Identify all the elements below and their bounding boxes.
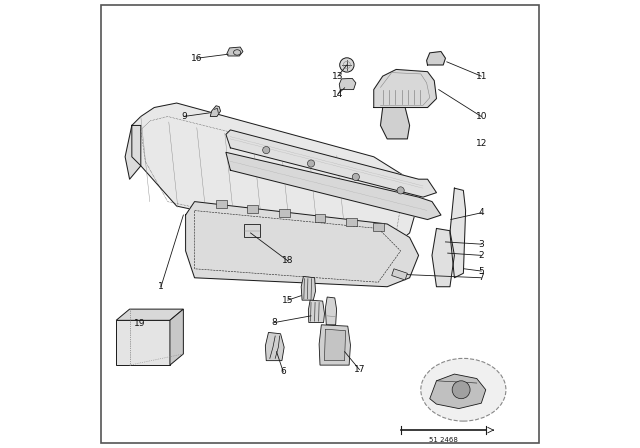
Polygon shape [319, 325, 351, 365]
Text: 10: 10 [476, 112, 487, 121]
Text: 11: 11 [476, 72, 487, 81]
Bar [373, 223, 383, 231]
Polygon shape [170, 309, 184, 365]
Text: 17: 17 [354, 365, 365, 374]
Text: 6: 6 [280, 367, 286, 376]
Ellipse shape [421, 358, 506, 421]
Text: 14: 14 [332, 90, 344, 99]
Bar [216, 200, 227, 208]
Polygon shape [116, 320, 170, 365]
Text: 4: 4 [479, 208, 484, 217]
Polygon shape [325, 297, 337, 325]
Text: 12: 12 [476, 139, 487, 148]
Polygon shape [226, 152, 441, 220]
Polygon shape [244, 224, 260, 237]
Text: 15: 15 [282, 296, 294, 305]
Polygon shape [374, 69, 436, 108]
Text: 8: 8 [271, 318, 277, 327]
Polygon shape [432, 228, 454, 287]
Polygon shape [430, 374, 486, 409]
Text: 9: 9 [181, 112, 187, 121]
Polygon shape [308, 300, 324, 323]
Polygon shape [427, 52, 445, 65]
Text: 51 2468: 51 2468 [429, 437, 458, 443]
Polygon shape [301, 276, 316, 300]
Circle shape [352, 173, 360, 181]
Text: 5: 5 [479, 267, 484, 276]
Circle shape [397, 187, 404, 194]
Text: 2: 2 [479, 251, 484, 260]
Polygon shape [450, 188, 466, 278]
Text: 16: 16 [191, 54, 202, 63]
Text: 18: 18 [282, 256, 294, 265]
Polygon shape [380, 108, 410, 139]
Polygon shape [186, 202, 419, 287]
Bar [248, 205, 258, 213]
Text: 7: 7 [479, 273, 484, 282]
Polygon shape [226, 130, 436, 197]
Text: 13: 13 [332, 72, 344, 81]
Circle shape [262, 146, 270, 154]
Polygon shape [339, 78, 356, 90]
Circle shape [340, 58, 354, 72]
Circle shape [307, 160, 315, 167]
Text: 19: 19 [134, 319, 146, 328]
Polygon shape [210, 106, 221, 116]
Bar [315, 214, 325, 222]
Bar [279, 209, 289, 217]
Polygon shape [227, 47, 243, 56]
Bar [346, 218, 356, 226]
Polygon shape [392, 269, 407, 280]
Circle shape [452, 381, 470, 399]
Polygon shape [324, 329, 346, 361]
Polygon shape [132, 103, 419, 251]
Polygon shape [125, 125, 141, 179]
Text: 1: 1 [158, 282, 164, 291]
Polygon shape [266, 332, 284, 361]
Polygon shape [116, 309, 184, 320]
Text: 3: 3 [479, 240, 484, 249]
